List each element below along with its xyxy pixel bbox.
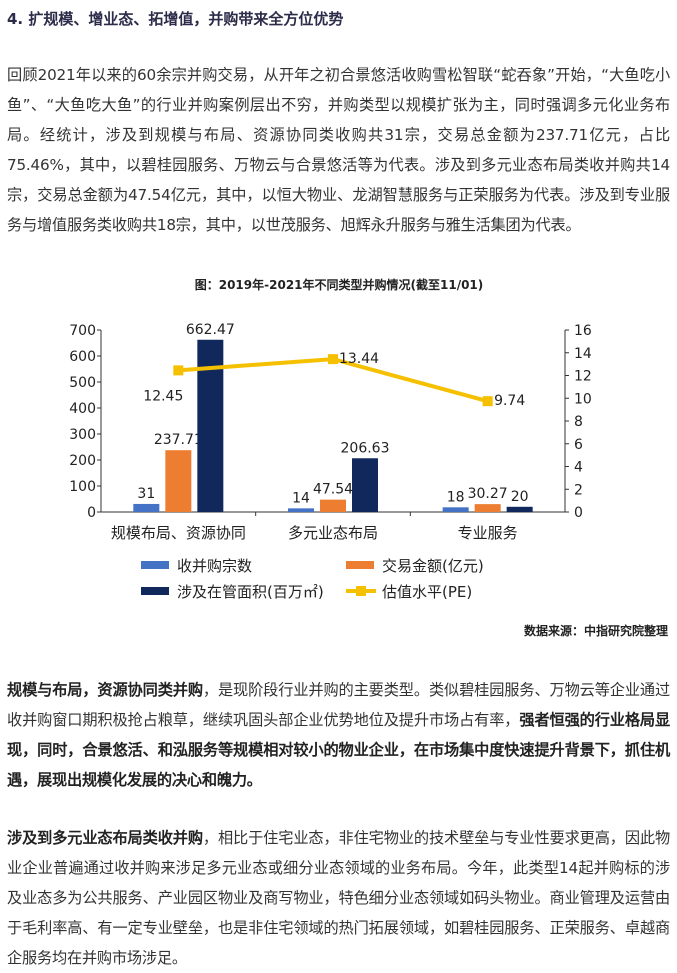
data-source: 数据来源：中指研究院整理 bbox=[523, 624, 668, 638]
legend-label: 涉及在管面积(百万㎡) bbox=[177, 583, 324, 601]
bar-value-label: 20 bbox=[511, 489, 529, 505]
legend-swatch bbox=[346, 561, 374, 569]
category-label: 多元业态布局 bbox=[288, 524, 378, 542]
left-tick-label: 200 bbox=[69, 453, 96, 469]
left-tick-label: 400 bbox=[69, 401, 96, 417]
bar-value-label: 237.71 bbox=[154, 432, 203, 448]
bar bbox=[352, 458, 378, 512]
paragraph-overview: 回顾2021年以来的60余宗并购交易，从开年之初合景悠活收购雪松智联“蛇吞象”开… bbox=[7, 66, 670, 234]
bar-value-label: 31 bbox=[137, 486, 155, 502]
bar-value-label: 18 bbox=[447, 489, 465, 505]
right-tick-label: 14 bbox=[574, 346, 592, 362]
merger-chart: 图：2019年-2021年不同类型并购情况(截至11/01)0100200300… bbox=[69, 277, 592, 601]
bar-value-label: 662.47 bbox=[186, 322, 235, 338]
paragraph-multi-format: 涉及到多元业态布局类收并购，相比于住宅业态，非住宅物业的技术壁垒与专业性要求更高… bbox=[7, 823, 670, 973]
right-tick-label: 10 bbox=[574, 391, 592, 407]
bar bbox=[165, 450, 192, 512]
right-tick-label: 2 bbox=[574, 482, 583, 498]
legend-swatch bbox=[141, 587, 169, 595]
legend-swatch bbox=[141, 561, 169, 569]
bar bbox=[474, 504, 501, 512]
left-tick-label: 500 bbox=[69, 375, 96, 391]
category-label: 专业服务 bbox=[458, 524, 518, 542]
left-tick-label: 300 bbox=[69, 427, 96, 443]
pe-point bbox=[328, 354, 338, 365]
bar-value-label: 14 bbox=[292, 490, 310, 506]
bar-value-label: 47.54 bbox=[313, 482, 353, 498]
pe-value-label: 9.74 bbox=[494, 393, 525, 409]
left-tick-label: 700 bbox=[69, 323, 96, 339]
bar-value-label: 30.27 bbox=[468, 486, 508, 502]
legend-label: 收并购宗数 bbox=[177, 557, 252, 575]
bar bbox=[288, 508, 314, 512]
right-tick-label: 4 bbox=[574, 460, 583, 476]
bar bbox=[320, 499, 346, 512]
paragraph-scale-layout: 规模与布局，资源协同类并购，是现阶段行业并购的主要类型。类似碧桂园服务、万物云等… bbox=[7, 675, 670, 795]
pe-value-label: 13.44 bbox=[339, 351, 379, 367]
pe-line bbox=[178, 357, 489, 404]
bold-text: 规模与布局，资源协同类并购 bbox=[7, 681, 203, 699]
pe-value-label: 12.45 bbox=[143, 388, 183, 404]
body-text: ，相比于住宅业态，非住宅物业的技术壁垒与专业性要求更高，因此物业企业普遍通过收并… bbox=[7, 829, 670, 967]
left-tick-label: 100 bbox=[69, 479, 96, 495]
right-tick-label: 8 bbox=[574, 414, 583, 430]
bar bbox=[442, 507, 469, 512]
bar-value-label: 206.63 bbox=[341, 440, 390, 456]
bold-text: 涉及到多元业态布局类收并购 bbox=[7, 829, 203, 847]
bar bbox=[133, 503, 160, 512]
pe-point bbox=[482, 396, 493, 407]
left-tick-label: 0 bbox=[87, 505, 96, 521]
right-tick-label: 6 bbox=[574, 437, 583, 453]
chart-title: 图：2019年-2021年不同类型并购情况(截至11/01) bbox=[195, 277, 484, 292]
legend-label: 交易金额(亿元) bbox=[382, 557, 484, 575]
category-label: 规模布局、资源协同 bbox=[111, 524, 246, 542]
left-tick-label: 600 bbox=[69, 349, 96, 365]
section-heading: 4. 扩规模、增业态、拓增值，并购带来全方位优势 bbox=[7, 10, 344, 28]
legend-marker bbox=[356, 586, 366, 596]
right-tick-label: 0 bbox=[574, 505, 583, 521]
body-text: ，是现阶段行业并购的主要类型。类似碧桂园服务、万物云等企业通过收并购窗口期积极抢… bbox=[7, 681, 670, 729]
legend-label: 估值水平(PE) bbox=[382, 583, 472, 601]
right-tick-label: 16 bbox=[574, 323, 592, 339]
bold-text: 强者恒强的行业格局显现，同时，合景悠活、和泓服务等规模相对较小的物业企业，在市场… bbox=[7, 711, 670, 789]
pe-point bbox=[173, 365, 184, 376]
bar bbox=[506, 506, 533, 512]
right-tick-label: 12 bbox=[574, 369, 592, 385]
